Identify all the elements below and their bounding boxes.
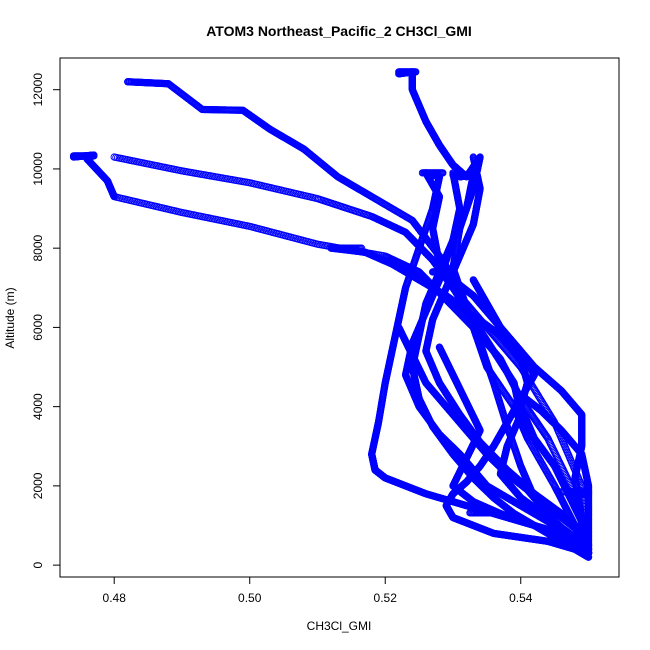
data-points xyxy=(69,68,593,561)
chart-title: ATOM3 Northeast_Pacific_2 CH3Cl_GMI xyxy=(206,23,472,39)
